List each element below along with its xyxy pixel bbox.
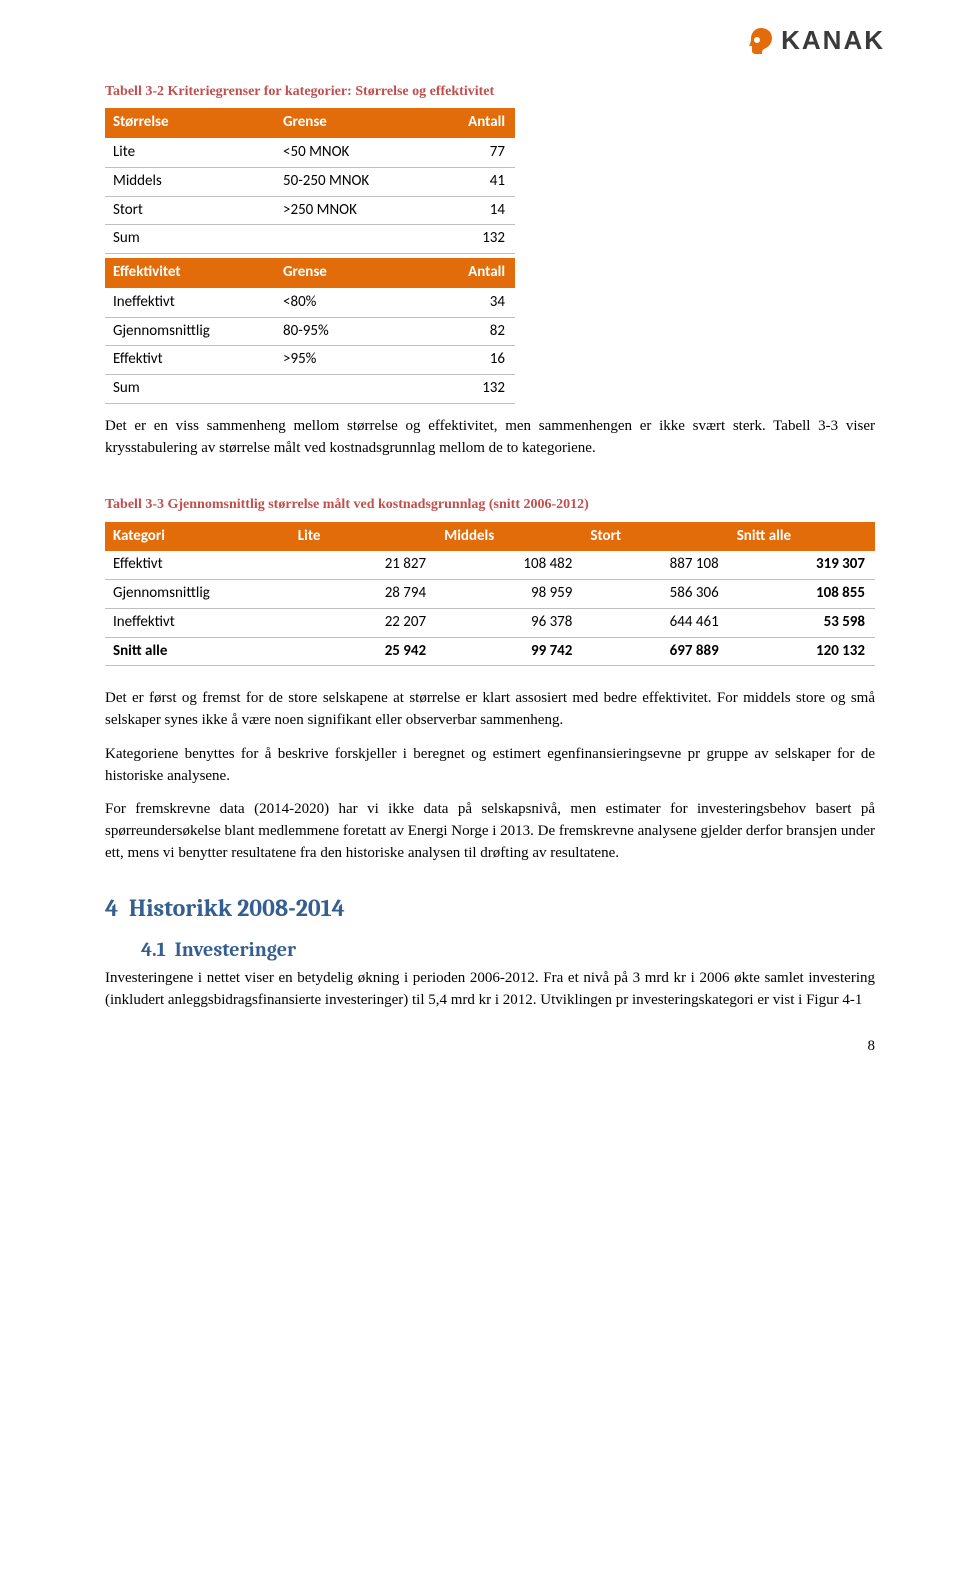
paragraph: Det er en viss sammenheng mellom størrel…	[105, 416, 875, 460]
section-title: Historikk 2008-2014	[129, 894, 345, 922]
table-row: Gjennomsnittlig 28 794 98 959 586 306 10…	[105, 580, 875, 609]
table-row: Stort>250 MNOK14	[105, 196, 515, 225]
th: Kategori	[105, 522, 290, 552]
th: Grense	[275, 258, 425, 288]
section-number: 4	[105, 894, 118, 922]
subsection-title: Investeringer	[175, 938, 296, 961]
brand-text: KANAK	[781, 22, 885, 60]
table-row: Sum132	[105, 375, 515, 404]
page-number: 8	[105, 1036, 875, 1058]
paragraph: Investeringene i nettet viser en betydel…	[105, 968, 875, 1012]
th: Effektivitet	[105, 258, 275, 288]
subsection-heading: 4.1 Investeringer	[141, 935, 875, 964]
paragraph: For fremskrevne data (2014-2020) har vi …	[105, 799, 875, 864]
table-row: Middels50-250 MNOK41	[105, 167, 515, 196]
table-row: Lite<50 MNOK77	[105, 139, 515, 168]
paragraph: Det er først og fremst for de store sels…	[105, 688, 875, 732]
table-efficiency-criteria: Effektivitet Grense Antall Ineffektivt<8…	[105, 258, 515, 404]
table-cross-tab: Kategori Lite Middels Stort Snitt alle E…	[105, 522, 875, 667]
th: Middels	[436, 522, 582, 552]
table-row: Gjennomsnittlig80-95%82	[105, 317, 515, 346]
th: Størrelse	[105, 108, 275, 138]
table-caption-1: Tabell 3-2 Kriteriegrenser for kategorie…	[105, 82, 875, 102]
table-row: Ineffektivt<80%34	[105, 288, 515, 317]
table-row: Sum132	[105, 225, 515, 254]
table-row-total: Snitt alle 25 942 99 742 697 889 120 132	[105, 637, 875, 666]
th: Stort	[582, 522, 728, 552]
table-caption-2: Tabell 3-3 Gjennomsnittlig størrelse mål…	[105, 495, 875, 515]
th: Antall	[425, 108, 515, 138]
th: Grense	[275, 108, 425, 138]
brand-logo: KANAK	[745, 22, 885, 60]
subsection-number: 4.1	[141, 938, 166, 961]
section-heading: 4 Historikk 2008-2014	[105, 891, 875, 926]
table-size-criteria: Størrelse Grense Antall Lite<50 MNOK77 M…	[105, 108, 515, 254]
table-row: Ineffektivt 22 207 96 378 644 461 53 598	[105, 608, 875, 637]
paragraph: Kategoriene benyttes for å beskrive fors…	[105, 744, 875, 788]
head-icon	[745, 25, 777, 57]
th: Snitt alle	[729, 522, 875, 552]
table-row: Effektivt>95%16	[105, 346, 515, 375]
th: Lite	[290, 522, 436, 552]
th: Antall	[425, 258, 515, 288]
table-row: Effektivt 21 827 108 482 887 108 319 307	[105, 551, 875, 579]
